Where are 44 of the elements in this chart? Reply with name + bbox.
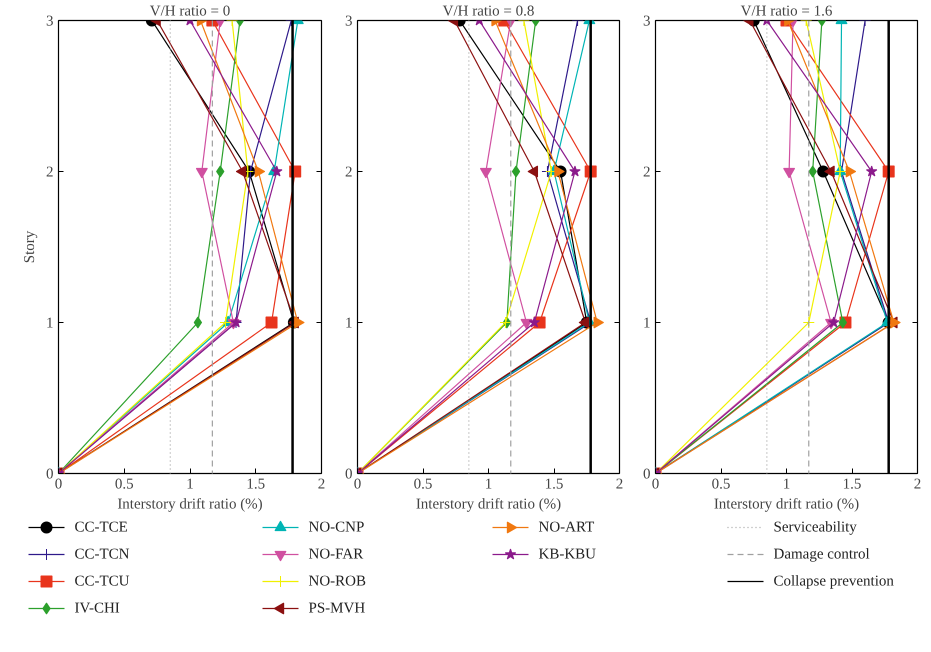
x-tick-label: 0.5 bbox=[712, 476, 730, 492]
legend-label: Collapse prevention bbox=[774, 574, 894, 590]
x-tick-label: 1 bbox=[484, 476, 492, 492]
legend-label: CC-TCU bbox=[74, 574, 130, 590]
x-tick-label: 1 bbox=[782, 476, 790, 492]
y-tick-label: 2 bbox=[46, 164, 54, 180]
x-tick-label: 2 bbox=[914, 476, 922, 492]
x-tick-label: 1.5 bbox=[842, 476, 862, 492]
chart-title: V/H ratio = 1.6 bbox=[740, 4, 833, 20]
legend-label: PS-MVH bbox=[308, 600, 366, 616]
y-tick-label: 3 bbox=[643, 14, 650, 30]
x-tick-label: 1 bbox=[186, 476, 194, 492]
legend-label: NO-ART bbox=[538, 520, 594, 536]
legend-label: NO-FAR bbox=[308, 546, 364, 562]
x-tick-label: 0.5 bbox=[414, 476, 432, 492]
legend-label: Damage control bbox=[774, 546, 870, 562]
x-tick-label: 1.5 bbox=[544, 476, 564, 492]
x-axis-title: Interstory drift ratio (%) bbox=[117, 496, 263, 512]
y-tick-label: 1 bbox=[643, 316, 650, 332]
x-axis-title: Interstory drift ratio (%) bbox=[416, 496, 562, 512]
legend-label: NO-CNP bbox=[308, 520, 364, 536]
x-tick-label: 1.5 bbox=[246, 476, 266, 492]
legend-label: IV-CHI bbox=[74, 600, 120, 616]
legend-label: KB-KBU bbox=[538, 546, 596, 562]
legend-label: Serviceability bbox=[774, 520, 858, 536]
y-tick-label: 3 bbox=[345, 14, 352, 30]
x-tick-label: 0.5 bbox=[114, 476, 134, 492]
x-tick-label: 2 bbox=[318, 476, 326, 492]
x-axis-title: Interstory drift ratio (%) bbox=[714, 496, 860, 512]
y-tick-label: 1 bbox=[46, 316, 54, 332]
y-tick-label: 3 bbox=[46, 14, 54, 30]
y-tick-label: 0 bbox=[643, 466, 650, 482]
y-tick-label: 2 bbox=[643, 164, 650, 180]
y-tick-label: 1 bbox=[345, 316, 352, 332]
y-tick-label: 0 bbox=[345, 466, 352, 482]
legend-label: NO-ROB bbox=[308, 574, 366, 590]
chart-title: V/H ratio = 0.8 bbox=[442, 4, 534, 20]
chart-title: V/H ratio = 0 bbox=[150, 4, 230, 20]
y-tick-label: 0 bbox=[46, 466, 54, 482]
legend-label: CC-TCN bbox=[74, 546, 130, 562]
y-tick-label: 2 bbox=[345, 164, 352, 180]
legend-label: CC-TCE bbox=[74, 520, 128, 536]
y-axis-title: Story bbox=[22, 230, 38, 264]
x-tick-label: 2 bbox=[616, 476, 624, 492]
